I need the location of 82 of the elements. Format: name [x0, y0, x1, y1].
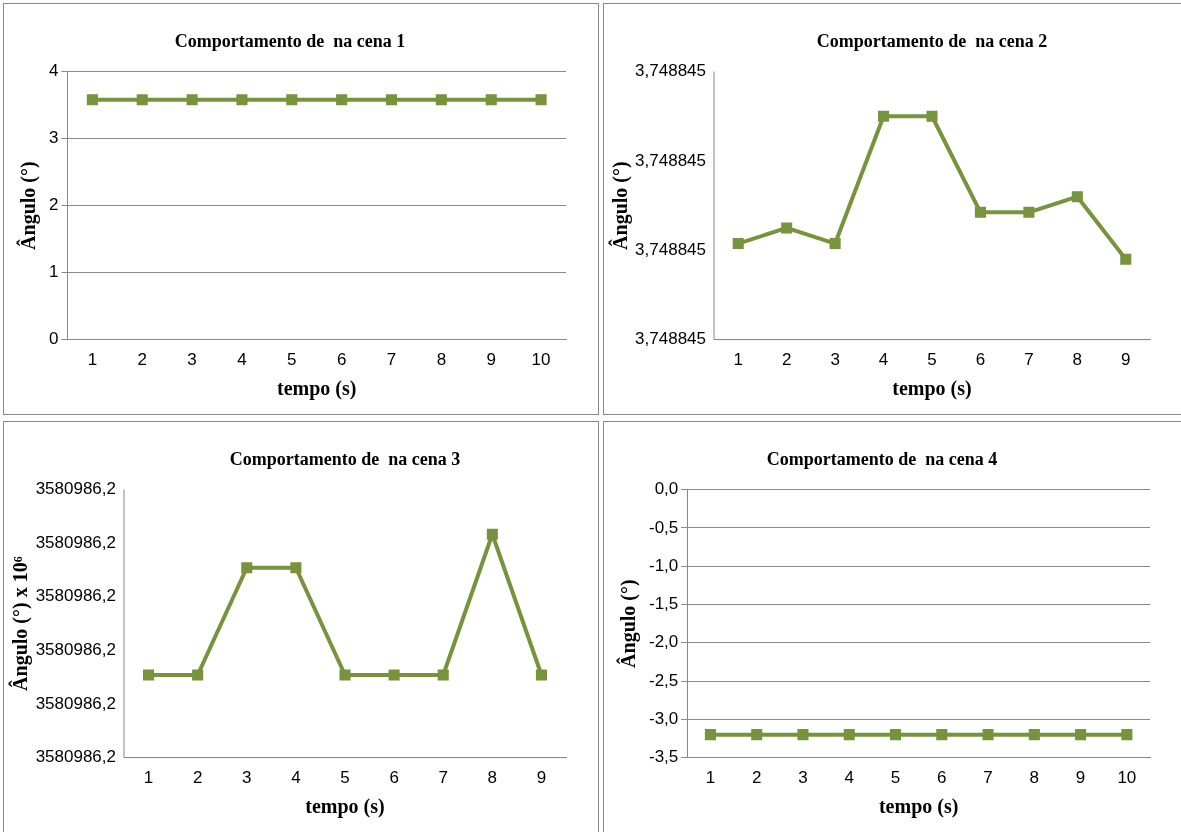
text: 3580986,2 [35, 640, 116, 660]
y-tick-label: 3 [48, 128, 59, 148]
x-tick-label: 9 [1075, 768, 1086, 788]
x-tick-label: 5 [890, 768, 901, 788]
x-tick-label: 4 [878, 350, 889, 370]
y-tick-label: -3,0 [649, 709, 679, 728]
x-tick-label: 1 [143, 768, 154, 788]
text: 3580986,2 [35, 532, 116, 552]
x-tick-label: 1 [733, 350, 743, 370]
x-tick-label: 4 [237, 350, 247, 370]
chart-title: Comportamento de na cena 1 [174, 31, 406, 52]
point [1120, 253, 1132, 265]
x-tick-label: 3 [242, 768, 252, 788]
x-tick-label: 8 [487, 768, 498, 788]
text: 3580986,2 [35, 479, 116, 499]
x-tick-label: 4 [291, 768, 301, 788]
x-tick-label: 9 [1121, 350, 1131, 370]
y-tick-label: 2 [48, 195, 59, 215]
y-tick-label: 1 [48, 262, 59, 282]
text: 3,748845 [635, 329, 706, 349]
x-tick-label: 6 [389, 768, 399, 788]
text: 3,748845 [635, 61, 706, 81]
y-tick-label: -0,5 [649, 517, 679, 537]
point [732, 238, 744, 250]
x-tick-label: 8 [1072, 350, 1083, 370]
point [829, 238, 841, 250]
point [878, 110, 890, 122]
x-tick-label: 5 [927, 350, 937, 370]
x-tick-label: 4 [844, 768, 854, 788]
x-tick-label: 1 [87, 350, 98, 370]
x-tick-label: 9 [536, 768, 547, 788]
x-tick-label: 9 [486, 350, 496, 370]
x-tick-label: 1 [705, 768, 716, 788]
x-axis-title: tempo (s) [277, 377, 357, 401]
x-tick-label: 7 [386, 350, 397, 370]
x-tick-label: 8 [1029, 768, 1040, 788]
y-tick-label: -1,5 [649, 594, 679, 614]
point [781, 222, 793, 234]
x-tick-label: 10 [531, 350, 551, 370]
x-tick-label: 8 [436, 350, 447, 370]
y-axis-title: Ângulo (°) [616, 579, 641, 668]
chart-title: Comportamento de na cena 2 [816, 31, 1048, 52]
x-tick-label: 3 [830, 350, 840, 370]
y-axis-title: Ângulo (°) x 10⁶ [8, 556, 33, 691]
x-tick-label: 7 [983, 768, 993, 788]
x-tick-label: 7 [1024, 350, 1034, 370]
y-tick-label: 0,0 [654, 479, 679, 499]
y-tick-label: 0 [48, 329, 59, 349]
x-tick-label: 2 [781, 350, 792, 370]
x-tick-label: 7 [438, 768, 448, 788]
chart-title: Comportamento de na cena 3 [229, 449, 461, 470]
text: 3,748845 [635, 239, 706, 259]
x-axis-title: tempo (s) [892, 377, 972, 401]
text: 3580986,2 [35, 747, 116, 767]
y-tick-label: -3,5 [649, 747, 679, 767]
x-tick-label: 2 [137, 350, 147, 370]
text: 3,748845 [635, 150, 706, 170]
x-tick-label: 6 [975, 350, 986, 370]
x-tick-label: 10 [1117, 768, 1137, 788]
y-tick-label: -2,0 [649, 632, 679, 652]
x-tick-label: 6 [336, 350, 347, 370]
point [974, 206, 986, 218]
x-tick-label: 2 [192, 768, 203, 788]
x-tick-label: 3 [187, 350, 197, 370]
x-tick-label: 2 [751, 768, 762, 788]
text: 3580986,2 [35, 693, 116, 713]
y-axis-title: Ângulo (°) [16, 161, 41, 250]
x-axis-title: tempo (s) [305, 795, 385, 819]
point [1023, 206, 1035, 218]
y-axis-title: Ângulo (°) [608, 161, 633, 250]
chart-title: Comportamento de na cena 4 [766, 449, 998, 470]
y-tick-label: -1,0 [649, 555, 679, 575]
y-tick-label: 4 [48, 61, 59, 81]
x-tick-label: 6 [937, 768, 947, 788]
x-axis-title: tempo (s) [878, 795, 959, 819]
point [1071, 191, 1083, 203]
point [926, 110, 938, 122]
x-tick-label: 5 [340, 768, 350, 788]
x-tick-label: 5 [287, 350, 297, 370]
text: 3580986,2 [35, 586, 116, 606]
y-tick-label: -2,5 [649, 670, 679, 690]
x-tick-label: 3 [798, 768, 808, 788]
